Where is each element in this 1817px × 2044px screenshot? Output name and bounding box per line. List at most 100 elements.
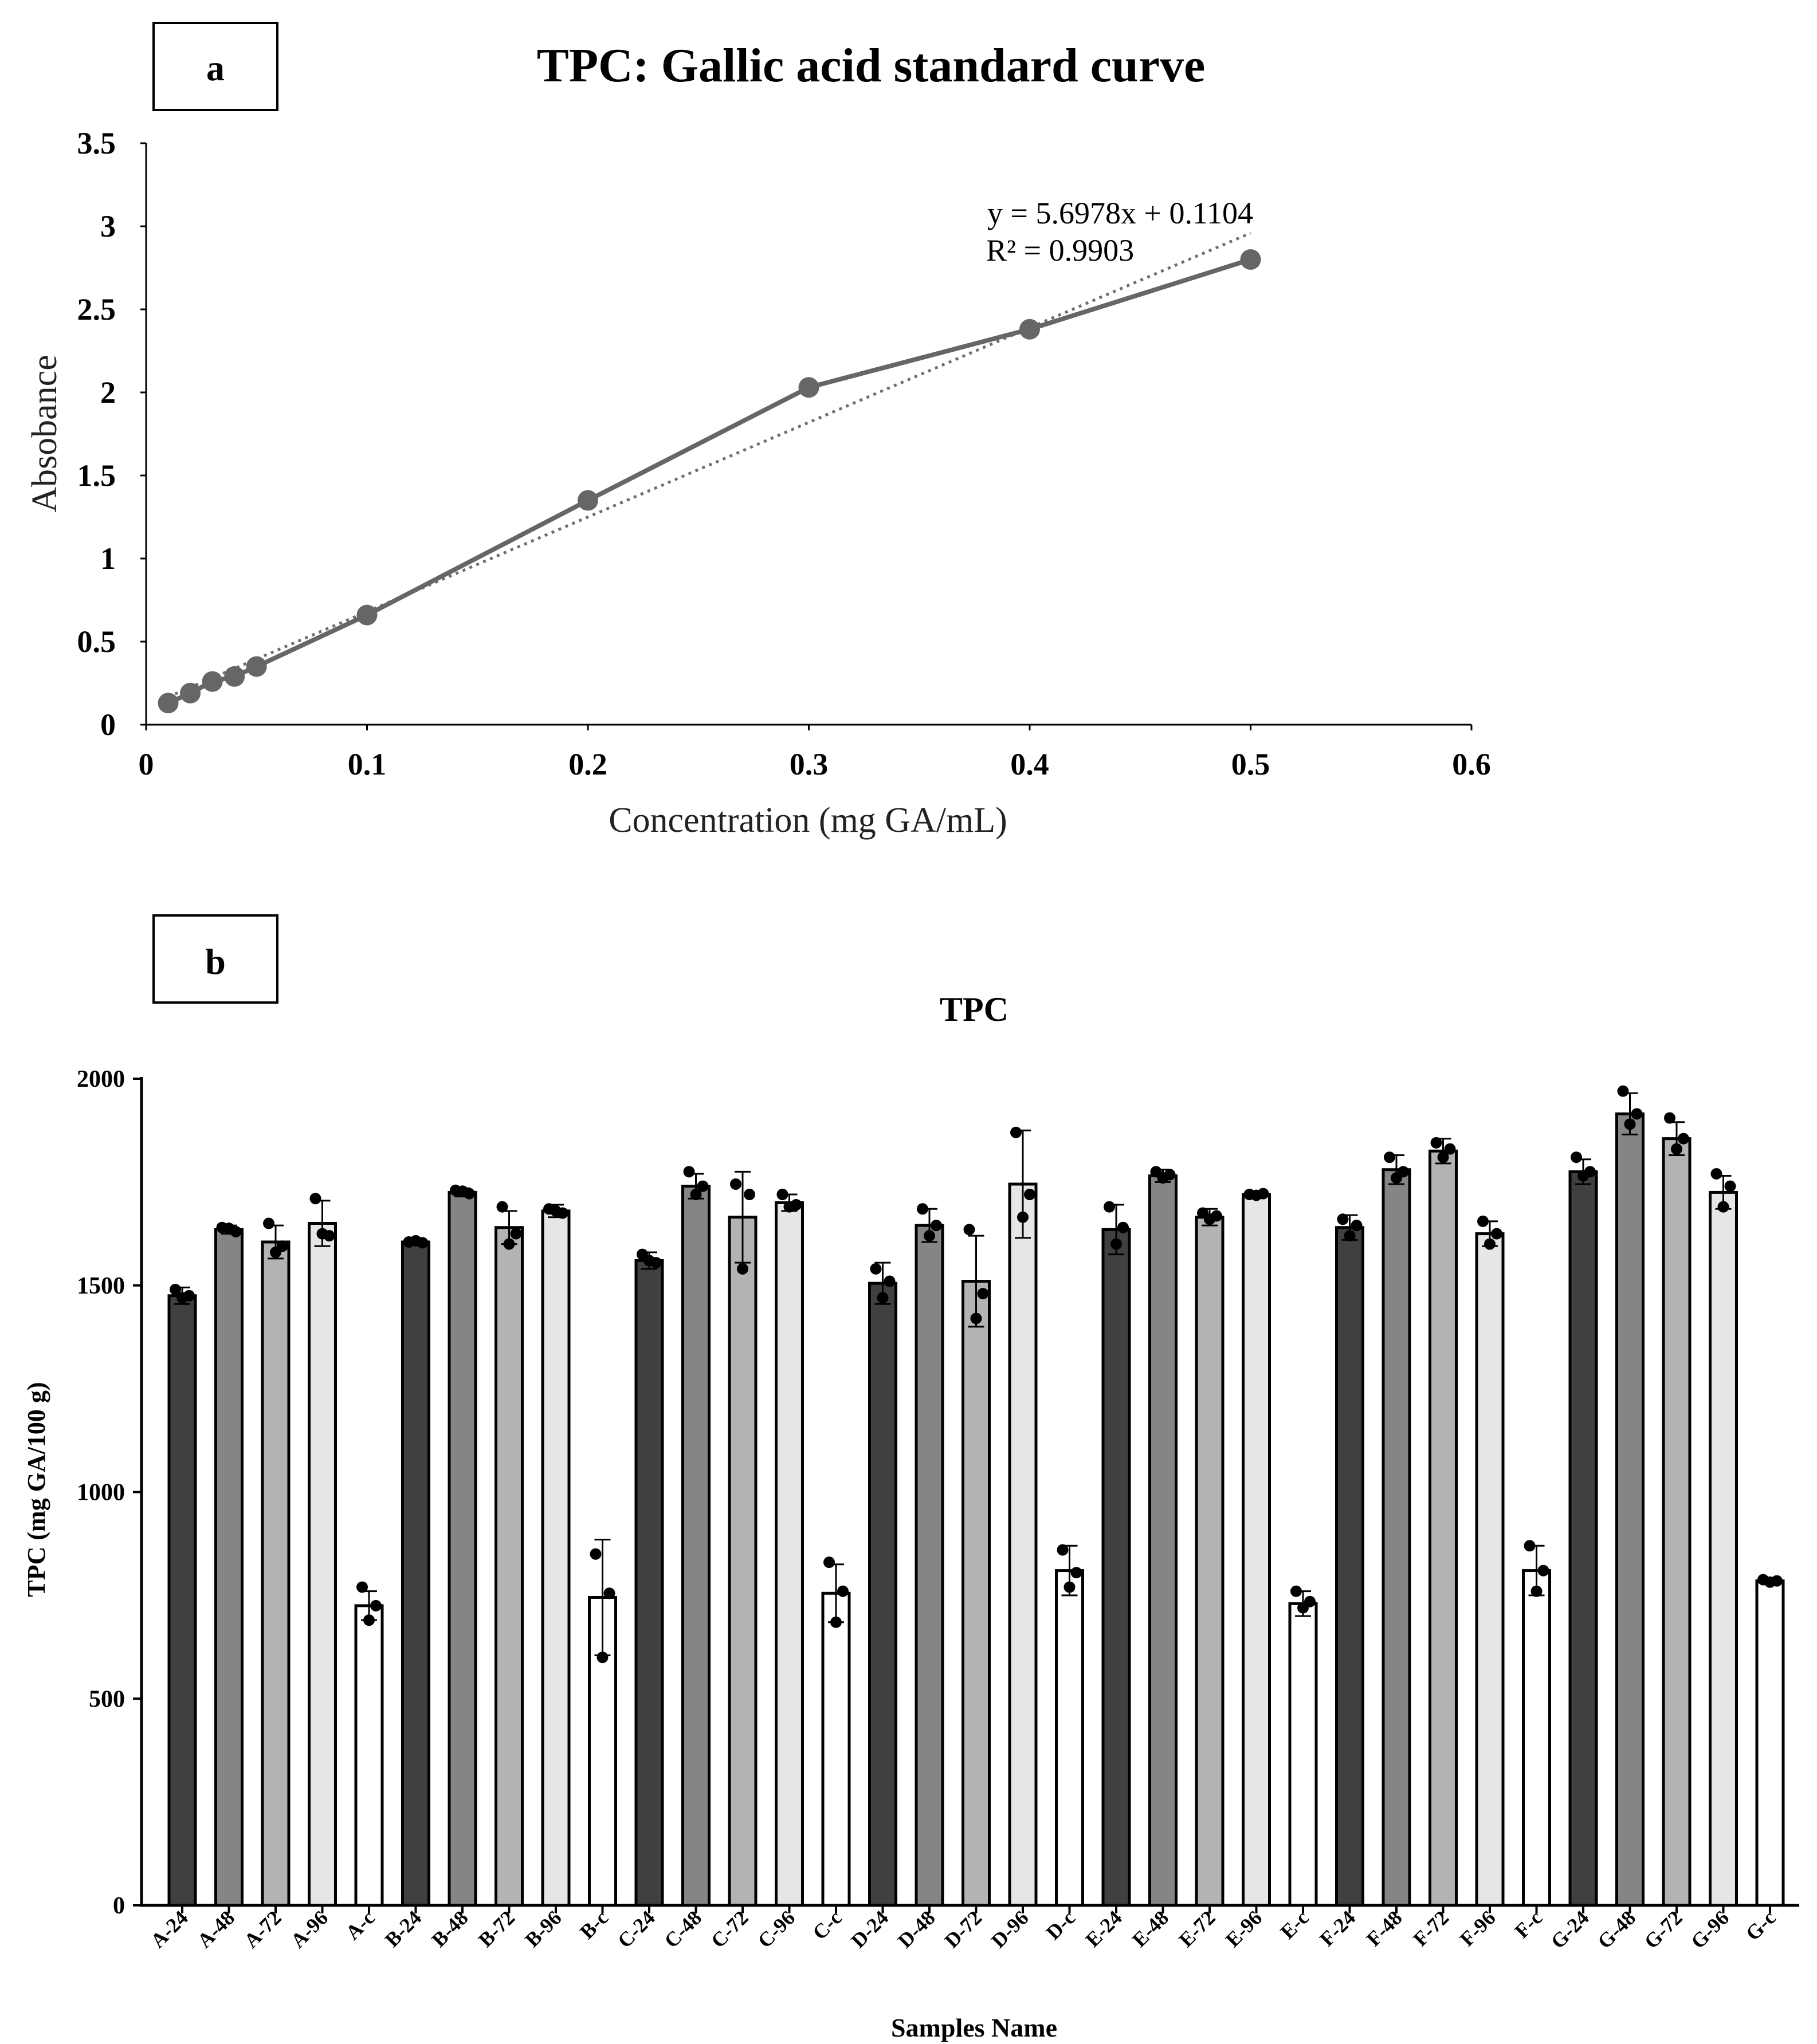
chart-a-y-tick-label: 2	[100, 375, 116, 410]
chart-a-x-tick-label: 0.5	[1231, 747, 1270, 781]
chart-b-bar	[1615, 1112, 1645, 1907]
chart-b-replicate-point	[837, 1585, 849, 1597]
chart-b-replicate-point	[690, 1189, 702, 1201]
chart-b-replicate-point	[683, 1166, 695, 1178]
chart-b-replicate-point	[970, 1312, 982, 1324]
chart-a-x-tick-label: 0.1	[348, 747, 387, 781]
chart-b-bar	[1195, 1216, 1225, 1907]
chart-b-replicate-point	[356, 1581, 368, 1593]
chart-b-replicate-point	[884, 1275, 896, 1287]
chart-b-replicate-point	[1477, 1215, 1489, 1227]
chart-b-replicate-point	[1024, 1189, 1035, 1201]
panel-b-label: b	[205, 941, 226, 982]
chart-b-bar	[868, 1282, 897, 1907]
chart-b-replicate-point	[370, 1599, 382, 1611]
chart-b-replicate-point	[1337, 1213, 1349, 1225]
chart-b-y-ticks: 0 500 1000 1500 2000	[77, 1066, 142, 1919]
chart-b-bar	[1522, 1569, 1551, 1907]
chart-b-replicate-point	[917, 1203, 928, 1215]
chart-b-replicate-point	[1104, 1201, 1115, 1213]
chart-b-x-tick-label: A-48	[193, 1906, 240, 1952]
chart-b-x-tick-label: D-96	[987, 1906, 1033, 1952]
chart-a-r2: R² = 0.9903	[986, 233, 1134, 268]
chart-b-replicate-point	[744, 1189, 755, 1201]
chart-a-y-tick-label: 3.5	[77, 126, 116, 160]
chart-b-x-tick-label: B-48	[427, 1906, 472, 1951]
chart-b-replicate-point	[643, 1255, 655, 1267]
chart-a-points	[158, 249, 1261, 714]
chart-b-x-tick-label: G-96	[1686, 1906, 1733, 1953]
panel-b-label-box	[152, 914, 278, 1004]
chart-b-x-tick-label: E-24	[1081, 1906, 1126, 1951]
chart-b-x-tick-label: E-c	[1276, 1906, 1313, 1943]
chart-b-replicate-point	[1717, 1201, 1729, 1213]
panel-a: a TPC: Gallic acid standard curve 0 0.5 1 1…	[25, 22, 1491, 840]
chart-b-x-tick-label: A-c	[341, 1906, 379, 1944]
chart-b-x-tick-label: C-96	[754, 1906, 800, 1952]
chart-b-x-tick-label: G-72	[1640, 1906, 1687, 1953]
chart-b-bar	[1475, 1232, 1505, 1907]
chart-b-replicate-point	[270, 1247, 281, 1259]
chart-a-x-tick-label: 0.4	[1010, 747, 1049, 781]
chart-b-bar	[681, 1185, 711, 1907]
chart-b-bar	[401, 1240, 430, 1907]
chart-b-x-tick-label: E-96	[1221, 1906, 1266, 1951]
chart-b-replicate-point	[783, 1201, 795, 1213]
chart-b-replicate-point	[1437, 1151, 1449, 1163]
panel-b: b TPC 0 500 1000 1500 2000 A-24 A-48 A-72 A-96 A…	[22, 914, 1799, 2042]
chart-b-replicate-point	[877, 1292, 889, 1304]
chart-a-x-ticks: 0 0.1 0.2 0.3 0.4 0.5 0.6	[139, 725, 1491, 781]
chart-b-replicate-point	[830, 1616, 842, 1628]
chart-b-replicate-point	[596, 1652, 609, 1664]
chart-b-x-tick-label: A-24	[146, 1906, 193, 1952]
chart-b-replicate-point	[363, 1614, 375, 1626]
chart-b-points	[170, 1085, 1783, 1664]
chart-b-replicate-point	[263, 1217, 274, 1229]
chart-b-xlabel: Samples Name	[891, 2013, 1057, 2042]
chart-b-replicate-point	[603, 1587, 615, 1599]
chart-b-bar	[167, 1294, 197, 1907]
chart-a-data-point	[798, 377, 819, 398]
chart-a-y-tick-label: 0	[100, 707, 116, 742]
chart-a-axes	[145, 143, 1471, 726]
chart-b-replicate-point	[1010, 1126, 1022, 1138]
chart-b-x-tick-label: B-96	[520, 1906, 566, 1951]
chart-a-y-tick-label: 1.5	[77, 458, 116, 493]
chart-a-equation: y = 5.6978x + 0.1104	[987, 196, 1253, 230]
chart-b-replicate-point	[1430, 1137, 1442, 1149]
chart-a-data-point	[202, 671, 223, 692]
chart-b-replicate-point	[1484, 1238, 1496, 1250]
chart-a-ylabel: Absobance	[25, 355, 64, 512]
chart-b-x-tick-label: G-48	[1593, 1906, 1640, 1953]
chart-b-x-tick-label: C-48	[660, 1906, 707, 1952]
chart-b-replicate-point	[730, 1178, 741, 1190]
chart-b-replicate-point	[1537, 1565, 1549, 1577]
chart-b-bar	[962, 1280, 991, 1907]
chart-b-replicate-point	[176, 1292, 188, 1304]
chart-b-replicate-point	[1157, 1172, 1169, 1184]
chart-b-replicate-point	[963, 1224, 975, 1236]
chart-b-bar	[1429, 1149, 1458, 1907]
chart-b-replicate-point	[1530, 1585, 1543, 1597]
chart-b-replicate-point	[1384, 1151, 1395, 1163]
chart-b-x-tick-label: D-24	[847, 1906, 893, 1952]
chart-b-x-tick-label: E-72	[1174, 1906, 1219, 1951]
chart-a-x-tick-label: 0.6	[1452, 747, 1491, 781]
chart-a-data-point	[180, 682, 201, 703]
chart-a-data-point	[578, 490, 598, 511]
chart-b-bar	[495, 1226, 524, 1907]
chart-b-x-tick-label: C-72	[707, 1906, 753, 1952]
chart-b-bar	[1662, 1137, 1692, 1907]
chart-b-bar	[821, 1591, 851, 1907]
chart-b-bar	[541, 1209, 571, 1907]
chart-b-bar	[775, 1201, 804, 1907]
chart-b-replicate-point	[309, 1193, 321, 1205]
chart-b-replicate-point	[1491, 1228, 1502, 1240]
chart-b-replicate-point	[1678, 1133, 1689, 1145]
chart-b-replicate-point	[1671, 1143, 1682, 1155]
chart-b-bar	[1709, 1190, 1738, 1907]
chart-b-replicate-point	[510, 1228, 522, 1240]
chart-b-y-tick-label: 0	[113, 1893, 125, 1919]
chart-b-replicate-point	[1631, 1108, 1643, 1120]
